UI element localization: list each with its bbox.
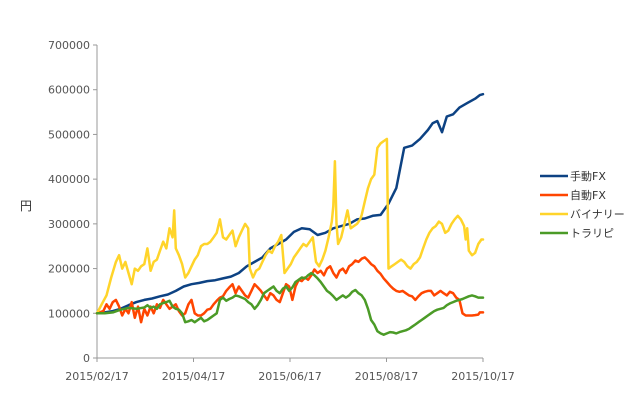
x-tick-label: 2015/06/17 xyxy=(258,370,321,383)
y-axis-label: 円 xyxy=(20,199,32,213)
x-tick-label: 2015/10/17 xyxy=(451,370,514,383)
series-line-4 xyxy=(95,271,485,336)
legend-label: 自動FX xyxy=(570,188,606,202)
y-tick-label: 700000 xyxy=(48,39,90,52)
series-line-3 xyxy=(95,137,485,315)
y-tick-label: 200000 xyxy=(48,263,90,276)
x-tick-label: 2015/02/17 xyxy=(65,370,128,383)
x-tick-label: 2015/04/17 xyxy=(162,370,225,383)
legend-label: バイナリー xyxy=(570,208,625,221)
legend-label: 手動FX xyxy=(570,169,606,183)
x-tick-label: 2015/08/17 xyxy=(355,370,418,383)
y-tick-label: 100000 xyxy=(48,307,90,320)
y-axis-ticks: 0 100000 200000 300000 400000 500000 600000 700… xyxy=(48,39,97,365)
series-line-2 xyxy=(95,256,485,324)
y-tick-label: 600000 xyxy=(48,84,90,97)
y-tick-label: 300000 xyxy=(48,218,90,231)
y-tick-label: 500000 xyxy=(48,128,90,141)
y-tick-label: 0 xyxy=(83,352,90,365)
legend-label: トラリピ xyxy=(570,227,614,240)
series-lines xyxy=(95,92,485,336)
x-axis-ticks: 2015/02/17 2015/04/17 2015/06/17 2015/08/17… xyxy=(65,358,515,383)
y-tick-label: 400000 xyxy=(48,173,90,186)
series-line-1 xyxy=(95,92,485,315)
